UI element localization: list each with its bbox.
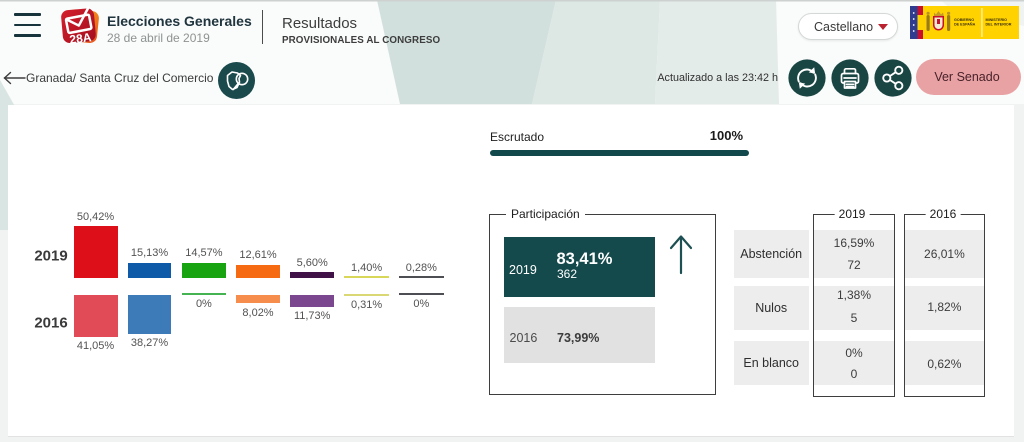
svg-text:28A: 28A [69, 30, 93, 47]
svg-text:DE ESPAÑA: DE ESPAÑA [954, 22, 976, 27]
svg-text:MINISTERIO: MINISTERIO [986, 18, 1008, 22]
svg-text:DEL INTERIOR: DEL INTERIOR [986, 23, 1012, 27]
svg-text:GOBIERNO: GOBIERNO [954, 18, 974, 22]
